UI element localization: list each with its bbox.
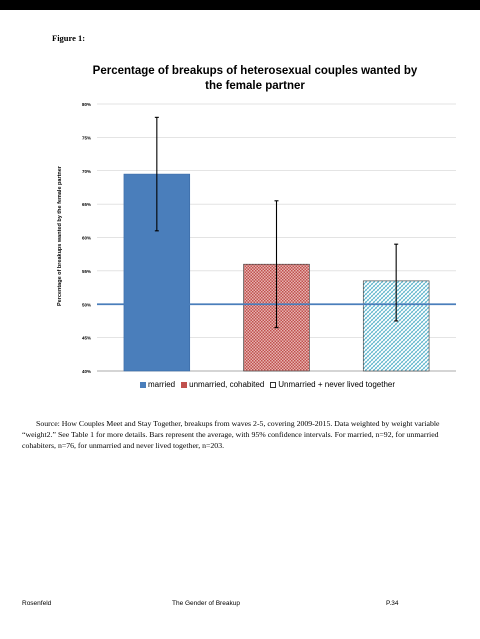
legend-label-married: married xyxy=(148,380,176,389)
legend-item-cohabited: unmarried, cohabited xyxy=(181,380,264,389)
y-tick-label: 40% xyxy=(82,369,91,374)
y-tick-label: 50% xyxy=(82,302,91,307)
legend-swatch-never-lived xyxy=(270,381,277,388)
figure-label: Figure 1: xyxy=(52,33,86,43)
legend-swatch-cohabited xyxy=(181,381,188,388)
legend-label-cohabited: unmarried, cohabited xyxy=(189,380,265,389)
footer-title: The Gender of Breakup xyxy=(172,600,240,607)
legend-label-never-lived: Unmarried + never lived together xyxy=(278,380,396,389)
legend-swatch-married xyxy=(140,381,146,388)
footer-page-number: P.34 xyxy=(386,600,399,607)
y-tick-label: 80% xyxy=(82,102,91,107)
y-tick-label: 70% xyxy=(82,169,91,174)
footer-author: Rosenfeld xyxy=(22,600,52,607)
y-tick-label: 60% xyxy=(82,236,91,241)
y-tick-label: 45% xyxy=(82,336,91,341)
chart-legend: married unmarried, cohabited Unmarried +… xyxy=(140,380,395,389)
top-bar xyxy=(0,0,480,10)
source-note: Source: How Couples Meet and Stay Togeth… xyxy=(22,419,440,450)
legend-item-married: married xyxy=(140,380,175,389)
y-tick-label: 65% xyxy=(82,202,91,207)
y-tick-label: 55% xyxy=(82,269,91,274)
legend-item-never-lived: Unmarried + never lived together xyxy=(270,380,395,389)
chart-title: Percentage of breakups of heterosexual c… xyxy=(92,65,418,92)
y-tick-label: 75% xyxy=(82,135,91,140)
